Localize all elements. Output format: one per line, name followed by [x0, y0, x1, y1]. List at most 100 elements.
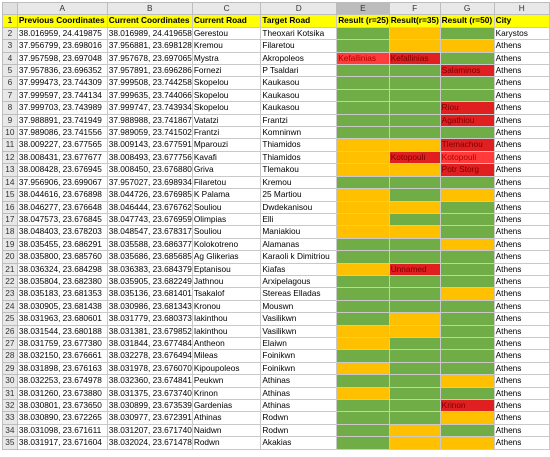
row-number[interactable]: 21 [2, 262, 18, 276]
result-cell[interactable] [439, 312, 495, 326]
data-cell[interactable]: Fornezi [191, 64, 262, 78]
data-cell[interactable]: Frantzi [191, 126, 262, 140]
result-cell[interactable] [388, 39, 441, 53]
data-cell[interactable]: 38.035905, 23.682249 [106, 274, 193, 289]
data-cell[interactable]: Athens [493, 436, 550, 450]
column-header-d[interactable]: D [260, 1, 338, 16]
row-number[interactable]: 11 [2, 138, 18, 152]
data-cell[interactable]: 38.031098, 23.671611 [16, 423, 108, 438]
data-cell[interactable]: 37.989086, 23.741556 [16, 126, 108, 140]
data-cell[interactable]: 38.031260, 23.673880 [16, 386, 108, 401]
data-cell[interactable]: Frantzi [260, 113, 338, 128]
data-cell[interactable]: Maniakiou [260, 225, 338, 239]
data-cell[interactable]: 38.048403, 23.678203 [16, 225, 108, 239]
data-cell[interactable]: Stereas Elladas [260, 287, 338, 301]
data-cell[interactable]: 38.030890, 23.672265 [16, 411, 108, 425]
data-cell[interactable]: Mouswn [260, 299, 338, 314]
result-cell[interactable] [336, 299, 390, 314]
result-cell[interactable] [336, 39, 390, 53]
data-cell[interactable]: Athens [493, 51, 550, 66]
result-cell[interactable] [439, 126, 495, 140]
data-cell[interactable]: 37.957678, 23.697065 [106, 51, 193, 66]
data-cell[interactable]: 37.956906, 23.699067 [16, 175, 108, 190]
data-cell[interactable]: Kremou [191, 39, 262, 53]
data-cell[interactable]: 38.031544, 23.680188 [16, 324, 108, 338]
data-cell[interactable]: 38.035588, 23.686377 [106, 237, 193, 252]
result-cell[interactable] [336, 200, 390, 214]
header-cell[interactable]: Current Road [191, 14, 262, 28]
result-cell[interactable] [388, 274, 441, 289]
data-cell[interactable]: 38.008428, 23.676945 [16, 163, 108, 177]
result-cell[interactable] [336, 374, 390, 388]
column-header-c[interactable]: C [191, 1, 262, 16]
result-cell[interactable] [439, 361, 495, 376]
data-cell[interactable]: Rodwn [260, 411, 338, 425]
row-number[interactable]: 30 [2, 374, 18, 388]
data-cell[interactable]: Theoxari Kotsika [260, 26, 338, 41]
result-cell[interactable] [336, 349, 390, 363]
select-all-corner[interactable] [2, 1, 18, 16]
data-cell[interactable]: Athens [493, 262, 550, 276]
data-cell[interactable]: 38.031779, 23.680373 [106, 312, 193, 326]
data-cell[interactable]: Rodwn [260, 423, 338, 438]
data-cell[interactable]: 38.008431, 23.677677 [16, 150, 108, 165]
data-cell[interactable]: 38.031759, 23.677380 [16, 336, 108, 351]
result-cell[interactable] [388, 423, 441, 438]
result-cell[interactable] [388, 225, 441, 239]
data-cell[interactable]: 37.957027, 23.698934 [106, 175, 193, 190]
data-cell[interactable]: 37.999635, 23.744066 [106, 88, 193, 103]
result-cell[interactable] [439, 423, 495, 438]
result-cell[interactable] [388, 88, 441, 103]
data-cell[interactable]: Ag Glikerias [191, 250, 262, 264]
data-cell[interactable]: Athens [493, 386, 550, 401]
header-cell[interactable]: Result(r=35) [388, 14, 441, 28]
result-cell[interactable] [439, 250, 495, 264]
data-cell[interactable]: 38.032278, 23.676494 [106, 349, 193, 363]
result-cell[interactable] [336, 262, 390, 276]
data-cell[interactable]: 37.989059, 23.741502 [106, 126, 193, 140]
data-cell[interactable]: Akropoleos [260, 51, 338, 66]
data-cell[interactable]: Elaiwn [260, 336, 338, 351]
row-number[interactable]: 12 [2, 150, 18, 165]
result-cell[interactable] [388, 163, 441, 177]
data-cell[interactable]: Kiafas [260, 262, 338, 276]
result-cell[interactable] [439, 324, 495, 338]
data-cell[interactable]: 37.999473, 23.744309 [16, 76, 108, 90]
data-cell[interactable]: 38.032253, 23.674978 [16, 374, 108, 388]
result-cell[interactable] [439, 299, 495, 314]
row-number[interactable]: 5 [2, 64, 18, 78]
result-cell[interactable] [388, 101, 441, 115]
data-cell[interactable]: Athens [493, 237, 550, 252]
result-cell[interactable] [336, 361, 390, 376]
row-number[interactable]: 34 [2, 423, 18, 438]
result-cell[interactable] [388, 287, 441, 301]
data-cell[interactable]: Athens [493, 250, 550, 264]
data-cell[interactable]: Athens [493, 411, 550, 425]
row-number[interactable]: 31 [2, 386, 18, 401]
result-cell[interactable] [388, 324, 441, 338]
data-cell[interactable]: Thiamidos [260, 138, 338, 152]
data-cell[interactable]: Athens [493, 423, 550, 438]
data-cell[interactable]: Vasilikwn [260, 324, 338, 338]
result-cell[interactable] [336, 101, 390, 115]
data-cell[interactable]: Athens [493, 113, 550, 128]
column-header-b[interactable]: B [106, 1, 193, 16]
data-cell[interactable]: Athinas [191, 411, 262, 425]
result-cell[interactable] [336, 113, 390, 128]
result-cell[interactable] [336, 436, 390, 450]
result-cell[interactable] [388, 175, 441, 190]
result-cell[interactable] [388, 188, 441, 202]
row-number[interactable]: 20 [2, 250, 18, 264]
data-cell[interactable]: Athens [493, 299, 550, 314]
data-cell[interactable]: Athinas [260, 386, 338, 401]
data-cell[interactable]: Tlemakou [260, 163, 338, 177]
row-number[interactable]: 14 [2, 175, 18, 190]
result-cell[interactable] [388, 312, 441, 326]
data-cell[interactable]: Mystra [191, 51, 262, 66]
result-cell[interactable] [439, 274, 495, 289]
result-cell[interactable] [336, 76, 390, 90]
data-cell[interactable]: 38.044616, 23.676898 [16, 188, 108, 202]
row-number[interactable]: 32 [2, 398, 18, 413]
result-cell[interactable] [336, 287, 390, 301]
data-cell[interactable]: Dwdekanisou [260, 200, 338, 214]
